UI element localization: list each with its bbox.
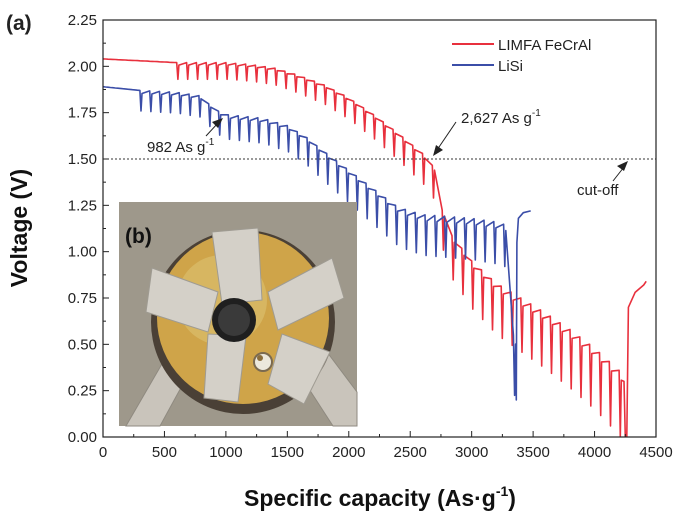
annotation-limfa-capacity: 2,627 As g-1 bbox=[433, 108, 541, 156]
annotation-cutoff-text: cut-off bbox=[577, 182, 619, 199]
y-tick-label: 1.25 bbox=[68, 197, 97, 214]
x-tick-label: 500 bbox=[152, 444, 177, 461]
annotation-cutoff: cut-off bbox=[577, 161, 628, 199]
x-tick-label: 1500 bbox=[271, 444, 304, 461]
inset-mesh-strips bbox=[145, 227, 345, 405]
x-axis-title-main: Specific capacity (As·g bbox=[244, 485, 496, 511]
x-axis-title-sup: -1 bbox=[496, 483, 509, 499]
y-tick-label: 2.25 bbox=[68, 12, 97, 29]
x-axis-title-close: ) bbox=[508, 485, 516, 511]
series-layer bbox=[103, 58, 647, 437]
inset-screw-head bbox=[257, 355, 263, 361]
annotation-cutoff-arrow-head bbox=[617, 161, 628, 171]
annotation-limfa-arrow-head bbox=[433, 145, 443, 156]
inset-photo: (b) bbox=[119, 202, 358, 427]
annotation-limfa-arrow-line bbox=[436, 121, 457, 151]
x-tick-label: 3000 bbox=[455, 444, 488, 461]
legend-label-lisi: LiSi bbox=[498, 58, 523, 75]
series-line-lisi bbox=[103, 85, 531, 401]
annotation-lisi-capacity: 982 As g-1 bbox=[147, 118, 223, 156]
x-tick-label: 0 bbox=[99, 444, 107, 461]
inset-center-hole-inner bbox=[218, 304, 250, 336]
series-line-limfa-fecral bbox=[103, 58, 647, 437]
annotation-lisi-arrow-head bbox=[212, 118, 223, 128]
y-tick-label: 2.00 bbox=[68, 58, 97, 75]
annotation-lisi-capacity-main: 982 As g bbox=[147, 139, 205, 156]
panel-label-b: (b) bbox=[125, 225, 152, 248]
x-tick-label: 1000 bbox=[209, 444, 242, 461]
panel-label-a: (a) bbox=[6, 12, 32, 35]
annotation-limfa-capacity-main: 2,627 As g bbox=[461, 110, 532, 127]
y-tick-label: 1.75 bbox=[68, 105, 97, 122]
annotation-lisi-capacity-text: 982 As g-1 bbox=[147, 137, 215, 156]
x-tick-label: 4000 bbox=[578, 444, 611, 461]
annotation-limfa-capacity-sup: -1 bbox=[532, 108, 541, 119]
x-tick-label: 2500 bbox=[394, 444, 427, 461]
x-tick-label: 4500 bbox=[639, 444, 672, 461]
y-tick-label: 0.75 bbox=[68, 290, 97, 307]
annotation-limfa-capacity-text: 2,627 As g-1 bbox=[461, 108, 541, 127]
legend-label-limfa-fecral: LIMFA FeCrAl bbox=[498, 37, 591, 54]
y-tick-label: 0.25 bbox=[68, 383, 97, 400]
y-axis-title: Voltage (V) bbox=[6, 169, 32, 287]
y-tick-label: 0.00 bbox=[68, 429, 97, 446]
x-axis-ticks: 0 500 1000 1500 2000 2500 3000 3500 4000 4500 bbox=[99, 431, 673, 461]
y-tick-label: 1.00 bbox=[68, 244, 97, 261]
legend: LIMFA FeCrAl LiSi bbox=[452, 37, 591, 75]
y-tick-label: 1.50 bbox=[68, 151, 97, 168]
annotation-lisi-capacity-sup: -1 bbox=[205, 137, 214, 148]
inset-screw bbox=[253, 352, 273, 372]
x-tick-label: 2000 bbox=[332, 444, 365, 461]
y-tick-label: 0.50 bbox=[68, 336, 97, 353]
x-axis-title: Specific capacity (As·g-1) bbox=[244, 483, 516, 511]
y-axis-ticks: 0.00 0.25 0.50 0.75 1.00 1.25 1.50 1.75 2.00 2.25 bbox=[68, 12, 109, 446]
x-tick-label: 3500 bbox=[516, 444, 549, 461]
